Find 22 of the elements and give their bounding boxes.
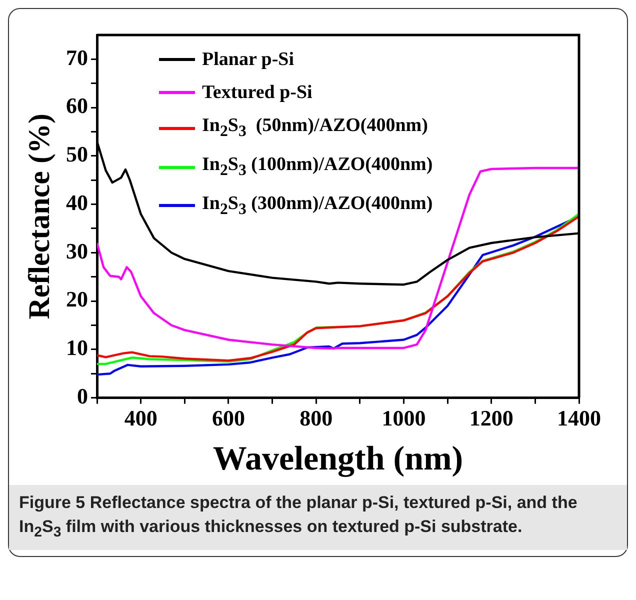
- y-tick-label: 70: [66, 44, 88, 70]
- legend-label: In$_{2}$S$_{3}$ (100nm)/AZO(400nm): [202, 152, 433, 181]
- x-tick-label: 1000: [382, 406, 426, 431]
- legend-label: In$_{2}$S$_{3}$ (50nm)/AZO(400nm): [202, 114, 428, 142]
- x-tick-label: 800: [300, 406, 333, 431]
- x-tick-label: 400: [124, 406, 158, 431]
- caption: Figure 5 Reflectance spectra of the planar p-Si, textured p-Si, and the In$_{2}$S$_{3}$ film with various thicknesses on textured p-Si substrate.: [19, 492, 578, 542]
- y-tick-label: 50: [66, 142, 88, 167]
- y-tick-label: 60: [66, 93, 88, 118]
- legend-label: Textured p-Si: [202, 81, 312, 105]
- x-tick-label: 1400: [557, 406, 601, 431]
- x-tick-label: 1200: [469, 406, 514, 431]
- x-tick-label: 600: [212, 406, 245, 431]
- x-axis-title: Wavelength (nm): [212, 440, 464, 478]
- y-tick-label: 0: [77, 383, 88, 408]
- y-tick-label: 10: [66, 335, 88, 360]
- y-axis-title: Reflectance (%): [22, 114, 56, 320]
- y-tick-label: 30: [66, 238, 88, 264]
- y-tick-label: 20: [66, 286, 88, 312]
- legend-label: In$_{2}$S$_{3}$ (300nm)/AZO(400nm): [202, 192, 433, 220]
- y-tick-label: 40: [66, 190, 88, 215]
- legend-label: Planar p-Si: [202, 48, 294, 72]
